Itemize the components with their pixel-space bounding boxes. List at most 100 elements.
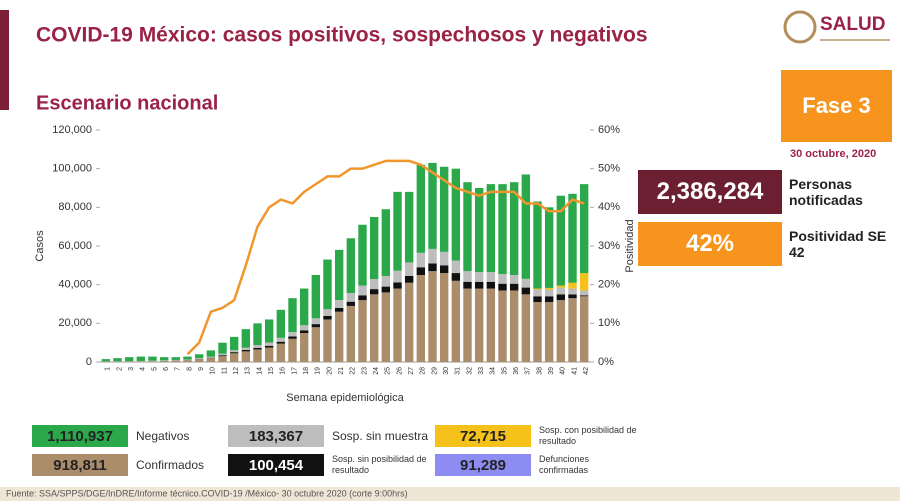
x-tick-label: 31 — [455, 367, 462, 375]
bar-segment — [369, 279, 379, 290]
bar-segment — [311, 324, 321, 328]
bar-segment — [288, 332, 297, 337]
bar-segment — [474, 288, 484, 362]
bar-segment — [486, 281, 496, 289]
bar-segment — [358, 300, 367, 362]
bar-segment — [218, 355, 227, 357]
bar-segment — [218, 356, 227, 362]
bar-segment — [544, 287, 554, 290]
bar-segment — [253, 344, 262, 348]
bar-segment — [486, 272, 496, 282]
bar-segment — [311, 275, 321, 319]
x-tick-label: 41 — [571, 367, 578, 375]
bar-segment — [509, 275, 519, 284]
subtitle: Escenario nacional — [36, 92, 218, 114]
x-tick-label: 37 — [525, 367, 532, 375]
bar-segment — [288, 336, 297, 339]
bar-segment — [428, 248, 437, 264]
x-tick-label: 18 — [303, 367, 310, 375]
bar-segment — [451, 168, 461, 261]
y2-tick-label: 0% — [598, 356, 614, 368]
legend-label: Defunciones confirmadas — [539, 454, 590, 475]
stat-value: 2,386,284 — [638, 170, 782, 214]
bar-segment — [299, 325, 309, 331]
y-axis-label: Casos — [34, 230, 46, 262]
bar-segment — [404, 262, 414, 276]
bar-segment — [358, 285, 367, 296]
footer: Fuente: SSA/SPPS/DGE/InDRE/Informe técni… — [6, 488, 408, 498]
bar-segment — [544, 302, 554, 362]
bar-segment — [568, 282, 577, 289]
x-tick-label: 11 — [221, 367, 228, 374]
bar-segment — [381, 275, 391, 287]
y-tick-label: 20,000 — [58, 317, 92, 329]
bar-segment — [101, 359, 111, 362]
x-tick-label: 4 — [140, 367, 147, 371]
bar-segment — [323, 259, 332, 310]
x-tick-label: 17 — [291, 367, 298, 375]
bar-segment — [463, 281, 472, 289]
bar-segment — [533, 288, 542, 290]
bar-segment — [241, 350, 251, 352]
x-tick-label: 23 — [361, 367, 368, 375]
bar-segment — [183, 356, 192, 360]
bar-segment — [463, 288, 472, 362]
y-tick-label: 100,000 — [52, 163, 92, 175]
bar-segment — [334, 249, 344, 301]
x-tick-label: 36 — [513, 367, 520, 375]
bar-segment — [416, 275, 426, 362]
x-tick-label: 30 — [443, 367, 450, 375]
bar-segment — [194, 358, 204, 359]
bar-segment — [393, 288, 402, 362]
bar-segment — [229, 336, 239, 351]
bar-segment — [206, 350, 216, 357]
bar-segment — [346, 301, 356, 306]
legend-total: 183,367 — [228, 425, 324, 447]
bar-segment — [556, 287, 566, 295]
y-tick-label: 0 — [86, 356, 92, 368]
legend-total: 918,811 — [32, 454, 128, 476]
x-tick-label: 32 — [466, 367, 473, 375]
bar-segment — [299, 330, 309, 333]
x-tick-label: 42 — [583, 367, 590, 375]
x-tick-label: 13 — [245, 367, 252, 375]
x-tick-label: 39 — [548, 367, 555, 375]
x-tick-label: 6 — [163, 367, 170, 371]
phase-box: Fase 3 — [781, 70, 892, 142]
bar-segment — [393, 270, 402, 283]
bar-segment — [136, 356, 146, 361]
bar-segment — [171, 360, 181, 362]
stat-label: Personas notificadas — [789, 176, 863, 208]
x-tick-label: 22 — [350, 367, 357, 375]
x-tick-label: 3 — [128, 367, 135, 371]
x-tick-label: 21 — [338, 367, 345, 375]
bar-segment — [288, 298, 297, 333]
bar-segment — [428, 263, 437, 272]
bar-segment — [568, 288, 577, 295]
bar-segment — [486, 288, 496, 362]
y2-tick-label: 30% — [598, 240, 620, 252]
bar-segment — [521, 174, 531, 279]
bar-segment — [416, 267, 426, 275]
y2-axis-label: Positividad — [624, 219, 636, 272]
bar-segment — [124, 357, 134, 362]
bar-segment — [451, 260, 461, 274]
bar-segment — [159, 357, 169, 361]
bar-segment — [498, 290, 507, 362]
bar-segment — [346, 292, 356, 302]
bar-segment — [241, 329, 251, 348]
legend-label: Confirmados — [136, 457, 205, 472]
legend-label: Negativos — [136, 428, 190, 443]
phase-date: 30 octubre, 2020 — [790, 148, 877, 160]
bar-segment — [229, 350, 239, 353]
bar-segment — [568, 294, 577, 299]
bar-segment — [451, 280, 461, 362]
bar-segment — [579, 295, 589, 297]
bar-segment — [579, 290, 589, 296]
y2-tick-label: 10% — [598, 317, 620, 329]
bar-segment — [428, 271, 437, 362]
x-tick-label: 33 — [478, 367, 485, 375]
legend-label: Sosp. sin posibilidad de resultado — [332, 454, 427, 475]
bar-segment — [509, 283, 519, 291]
